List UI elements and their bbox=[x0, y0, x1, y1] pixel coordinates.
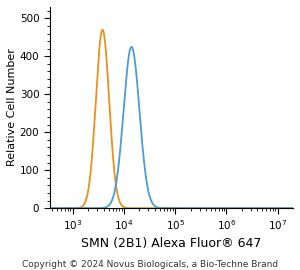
X-axis label: SMN (2B1) Alexa Fluor® 647: SMN (2B1) Alexa Fluor® 647 bbox=[81, 237, 262, 249]
Y-axis label: Relative Cell Number: Relative Cell Number bbox=[7, 49, 17, 167]
Text: Copyright © 2024 Novus Biologicals, a Bio-Techne Brand: Copyright © 2024 Novus Biologicals, a Bi… bbox=[22, 260, 278, 269]
